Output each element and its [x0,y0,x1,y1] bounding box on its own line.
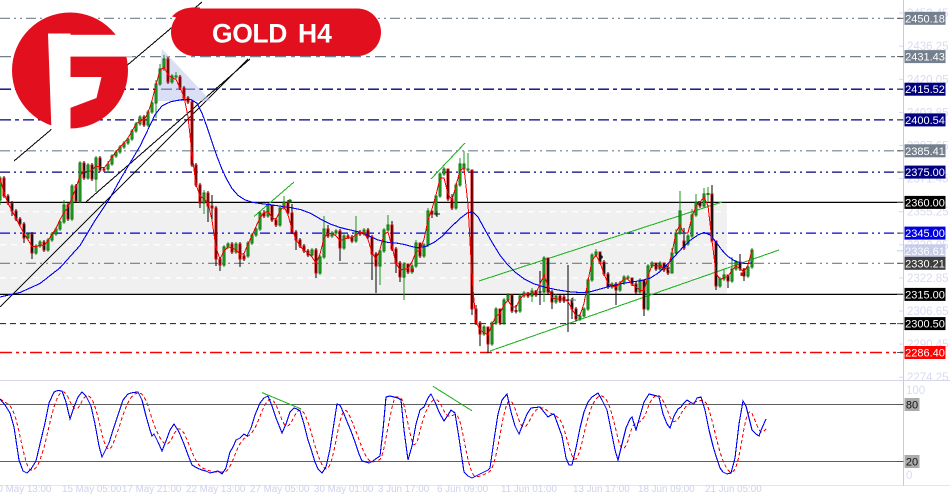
svg-text:3 Jun 17:00: 3 Jun 17:00 [378,484,430,495]
svg-text:2375.00: 2375.00 [905,167,945,179]
svg-text:2330.21: 2330.21 [905,258,945,270]
svg-text:2360.00: 2360.00 [905,197,945,209]
svg-text:2385.41: 2385.41 [905,146,945,158]
svg-text:18 Jun 09:00: 18 Jun 09:00 [638,484,695,495]
svg-text:2345.00: 2345.00 [905,228,945,240]
svg-text:GOLD: GOLD [212,19,287,49]
svg-text:2306.65: 2306.65 [907,306,949,318]
svg-text:100: 100 [906,385,925,397]
svg-text:2286.40: 2286.40 [905,348,945,360]
svg-text:80: 80 [906,400,918,412]
svg-text:2400.54: 2400.54 [905,115,945,127]
svg-text:30 May 01:00: 30 May 01:00 [314,484,374,495]
svg-text:2300.50: 2300.50 [905,319,945,331]
svg-text:H4: H4 [298,19,332,49]
svg-text:15 May 05:00: 15 May 05:00 [62,484,122,495]
svg-text:2315.00: 2315.00 [905,289,945,301]
svg-text:11 Jun 01:00: 11 Jun 01:00 [501,484,557,495]
svg-text:2336.61: 2336.61 [905,246,945,258]
svg-text:22 May 13:00: 22 May 13:00 [186,484,246,495]
svg-text:27 May 05:00: 27 May 05:00 [250,484,310,495]
svg-text:6 Jun 09:00: 6 Jun 09:00 [437,484,489,495]
svg-text:2415.52: 2415.52 [905,84,945,96]
svg-text:10 May 13:00: 10 May 13:00 [0,484,52,495]
svg-text:21 Jun 05:00: 21 Jun 05:00 [705,484,762,495]
svg-text:0: 0 [906,470,912,482]
svg-text:17 May 21:00: 17 May 21:00 [122,484,182,495]
svg-text:2322.85: 2322.85 [907,273,949,285]
svg-text:2274.25: 2274.25 [907,372,949,384]
svg-text:20: 20 [906,457,918,469]
svg-text:2450.18: 2450.18 [905,13,945,25]
svg-text:13 Jun 17:00: 13 Jun 17:00 [573,484,630,495]
svg-text:2431.43: 2431.43 [905,52,945,64]
svg-text:2355.25: 2355.25 [907,207,949,219]
